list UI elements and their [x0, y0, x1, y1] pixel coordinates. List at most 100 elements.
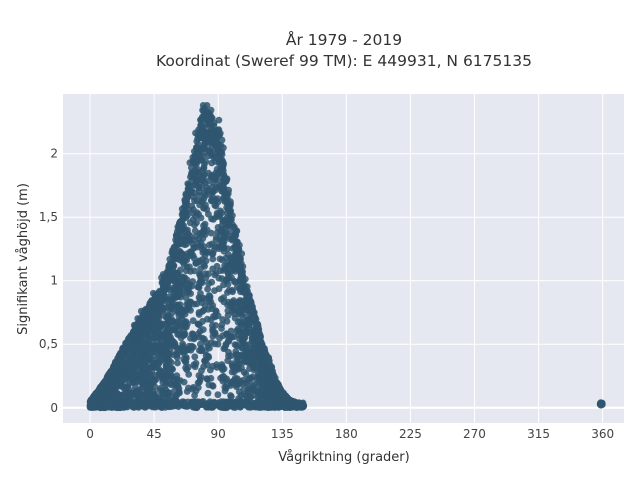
data-point: [160, 281, 168, 289]
data-point: [168, 285, 176, 292]
data-point: [173, 269, 181, 277]
data-point: [268, 363, 275, 371]
data-point: [186, 159, 194, 167]
data-point: [244, 316, 252, 324]
data-point: [161, 358, 169, 366]
data-point: [215, 116, 223, 124]
data-point: [171, 248, 179, 256]
data-point: [206, 366, 214, 374]
data-point: [145, 356, 153, 364]
data-point: [194, 384, 202, 391]
data-point: [208, 240, 216, 248]
data-point: [203, 361, 211, 368]
data-point: [118, 376, 126, 384]
y-tick-label: 1: [50, 274, 58, 288]
data-point: [171, 326, 179, 334]
data-point: [134, 315, 142, 322]
data-point: [193, 137, 201, 145]
data-point: [260, 349, 268, 357]
data-points: [86, 102, 606, 412]
data-point: [208, 159, 216, 167]
data-point: [104, 371, 112, 379]
data-point: [134, 389, 142, 396]
data-point: [202, 111, 210, 119]
data-point: [204, 389, 212, 397]
x-tick-label: 0: [86, 427, 94, 441]
data-point: [256, 335, 264, 343]
data-point: [244, 349, 252, 357]
data-point: [126, 389, 134, 397]
data-point: [240, 368, 248, 376]
data-point: [175, 226, 183, 233]
data-point: [210, 215, 217, 223]
data-point: [224, 307, 232, 315]
data-point: [263, 387, 271, 395]
data-point: [185, 288, 193, 296]
data-point: [282, 393, 290, 401]
data-point: [124, 381, 132, 389]
data-point: [187, 173, 194, 181]
data-point: [225, 261, 233, 269]
data-point: [126, 369, 134, 377]
grid-lines: [63, 94, 624, 423]
data-point: [247, 403, 255, 410]
x-tick-label: 90: [211, 427, 226, 441]
data-point: [197, 128, 205, 136]
data-point: [254, 321, 262, 328]
data-point: [248, 334, 256, 342]
data-point: [192, 259, 200, 267]
x-tick-label: 315: [527, 427, 550, 441]
data-point: [215, 243, 222, 250]
data-point: [202, 158, 210, 165]
data-point: [160, 375, 168, 382]
x-axis-ticks: 0 45 90 135 180 225 270 315 360: [86, 427, 614, 441]
data-point: [139, 360, 147, 368]
data-point: [191, 353, 199, 361]
data-point: [220, 144, 227, 152]
data-point: [138, 369, 146, 377]
data-point: [138, 320, 146, 328]
data-point: [240, 380, 248, 387]
data-point: [207, 374, 215, 382]
data-point: [198, 134, 206, 142]
data-point: [218, 136, 226, 144]
data-point: [239, 263, 247, 270]
data-point: [209, 250, 217, 258]
data-point: [224, 289, 231, 296]
data-point: [209, 255, 217, 263]
data-point: [167, 380, 174, 387]
data-point: [228, 256, 236, 264]
data-point: [128, 354, 136, 362]
data-point: [176, 256, 184, 264]
data-point: [235, 357, 242, 364]
data-point: [162, 389, 170, 397]
data-point: [181, 196, 189, 204]
y-tick-label: 2: [50, 147, 58, 161]
data-point: [247, 306, 255, 314]
data-point: [205, 120, 213, 127]
data-point: [180, 349, 188, 357]
data-point: [231, 314, 239, 322]
data-point: [181, 330, 189, 338]
data-point: [175, 312, 183, 320]
data-point: [269, 390, 276, 397]
data-point: [207, 106, 215, 114]
data-point: [194, 330, 202, 338]
data-point: [220, 244, 228, 252]
data-point: [195, 210, 203, 218]
data-point: [249, 354, 257, 361]
data-point: [238, 250, 246, 258]
data-point: [156, 289, 164, 296]
data-point: [172, 381, 180, 389]
data-point: [148, 368, 156, 376]
data-point: [157, 400, 165, 408]
data-point: [218, 403, 226, 411]
data-point: [166, 325, 174, 333]
data-point: [257, 340, 265, 348]
data-point: [220, 373, 228, 380]
data-point: [205, 354, 213, 361]
data-point: [189, 154, 197, 161]
data-point: [225, 204, 232, 211]
data-point: [221, 387, 229, 395]
